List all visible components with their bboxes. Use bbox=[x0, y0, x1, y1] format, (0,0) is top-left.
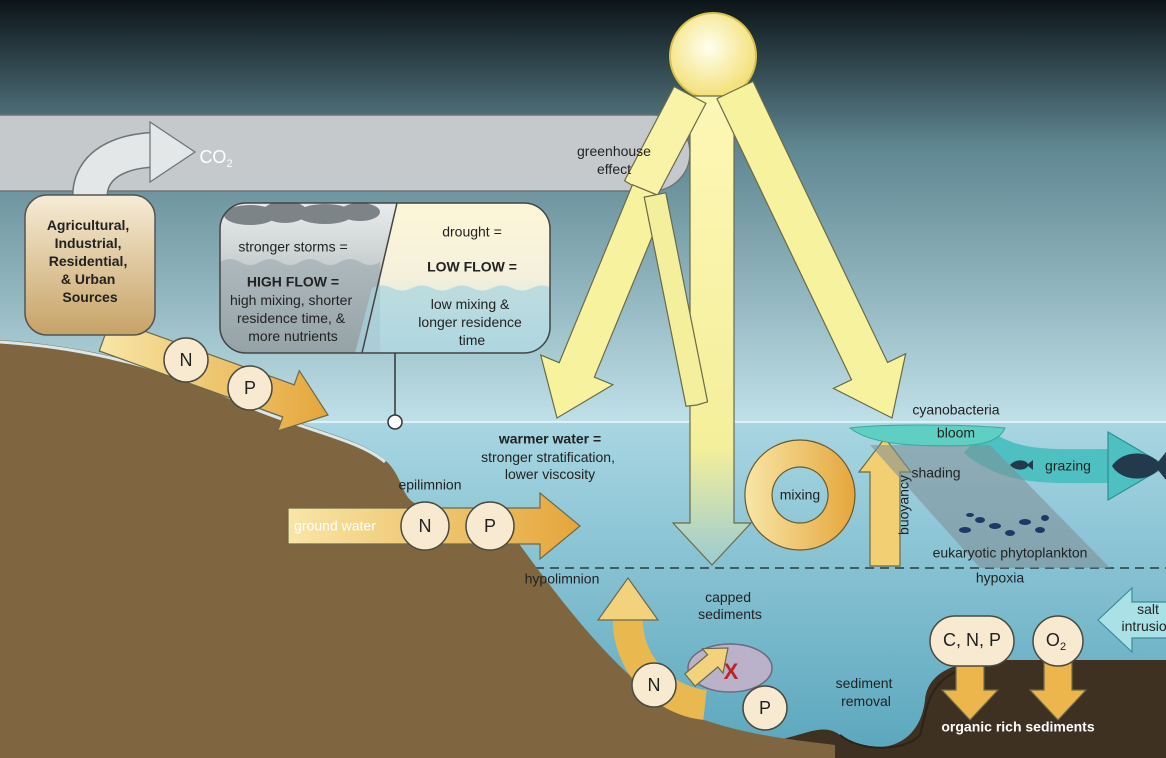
nutrient-circle bbox=[742, 685, 788, 731]
high-flow-title: HIGH FLOW = bbox=[247, 274, 339, 290]
shading-label: shading bbox=[911, 465, 960, 481]
nutrient-label: N bbox=[648, 675, 661, 695]
cnp-label: C, N, P bbox=[943, 630, 1001, 650]
high-flow-cause: stronger storms = bbox=[238, 239, 347, 255]
organic-sediments-label: organic rich sediments bbox=[941, 719, 1094, 735]
salt-line: salt bbox=[1137, 601, 1159, 617]
mixing-label: mixing bbox=[780, 487, 820, 503]
nutrient-label: N bbox=[419, 516, 432, 536]
sun-ray bbox=[716, 80, 907, 419]
hypolimnion-label: hypolimnion bbox=[525, 571, 600, 587]
flow-box bbox=[220, 203, 550, 353]
nutrient-label: P bbox=[244, 378, 256, 398]
storm-waves bbox=[220, 259, 380, 353]
blocked-mark: X bbox=[724, 659, 739, 684]
low-flow-title: LOW FLOW = bbox=[427, 259, 517, 275]
clouds bbox=[224, 203, 380, 225]
nutrient-circle bbox=[631, 662, 677, 708]
high-flow-effects: high mixing, shorter residence time, & m… bbox=[230, 292, 356, 344]
flow-box-border bbox=[219, 202, 551, 354]
small-fish bbox=[1010, 460, 1033, 470]
cyanobacteria-label: cyanobacteria bbox=[912, 402, 999, 418]
bloom-label: bloom bbox=[937, 425, 975, 441]
o2-circle bbox=[1032, 615, 1084, 667]
grazing-label: grazing bbox=[1045, 458, 1091, 474]
ground-water-label: ground water bbox=[294, 518, 376, 534]
salt-arrow bbox=[1097, 586, 1166, 654]
sun-ray bbox=[643, 192, 709, 407]
shading-band bbox=[870, 445, 1110, 568]
nutrient-label: P bbox=[759, 698, 771, 718]
hypoxia-label: hypoxia bbox=[976, 570, 1024, 586]
salt-intrusion-label: saltintrusion bbox=[1122, 601, 1166, 634]
warmer-water-effects: stronger stratification, lower viscosity bbox=[481, 449, 619, 482]
o2-sub: 2 bbox=[1060, 641, 1066, 653]
trough bbox=[839, 659, 1001, 749]
pin bbox=[387, 414, 403, 430]
warmer-water-title: warmer water = bbox=[498, 431, 601, 447]
calm-waves bbox=[355, 285, 550, 353]
fish bbox=[1112, 452, 1166, 480]
capped-sediments-label: capped sediments bbox=[698, 589, 762, 622]
phytoplankton-label: eukaryotic phytoplankton bbox=[933, 545, 1088, 561]
nutrient-circle bbox=[400, 501, 450, 551]
mixing-ring bbox=[744, 439, 856, 551]
co2-arrow-head bbox=[149, 120, 197, 184]
greenhouse-label: greenhouse effect bbox=[577, 143, 651, 177]
nutrient-label: P bbox=[484, 516, 496, 536]
buoyancy-label: buoyancy bbox=[896, 475, 912, 535]
salt-line: intrusion bbox=[1122, 618, 1166, 634]
flow-divider bbox=[361, 202, 398, 354]
nutrient-label: N bbox=[180, 350, 193, 370]
sediment-removal-label: sediment removal bbox=[836, 675, 897, 709]
low-flow-cause: drought = bbox=[442, 224, 502, 240]
low-flow-effects: low mixing & longer residence time bbox=[418, 296, 525, 348]
o2-text: O bbox=[1046, 630, 1060, 650]
epilimnion-label: epilimnion bbox=[398, 477, 461, 493]
phytoplankton-cells bbox=[959, 513, 1049, 536]
arrows bbox=[72, 80, 1166, 721]
release-arrow bbox=[684, 647, 729, 687]
sun-ray bbox=[671, 95, 753, 566]
nutrient-circle bbox=[227, 365, 273, 411]
co2-label: CO2 bbox=[199, 147, 232, 170]
nutrient-circle bbox=[163, 337, 209, 383]
sources-label: Agricultural, Industrial, Residential, &… bbox=[47, 217, 133, 305]
cnp-box bbox=[929, 615, 1015, 667]
sediment-arrow-head bbox=[596, 576, 660, 621]
o2-label: O2 bbox=[1046, 630, 1066, 653]
sources-box bbox=[24, 194, 156, 336]
nutrient-circle bbox=[465, 501, 515, 551]
bloom-shape bbox=[848, 424, 1006, 447]
